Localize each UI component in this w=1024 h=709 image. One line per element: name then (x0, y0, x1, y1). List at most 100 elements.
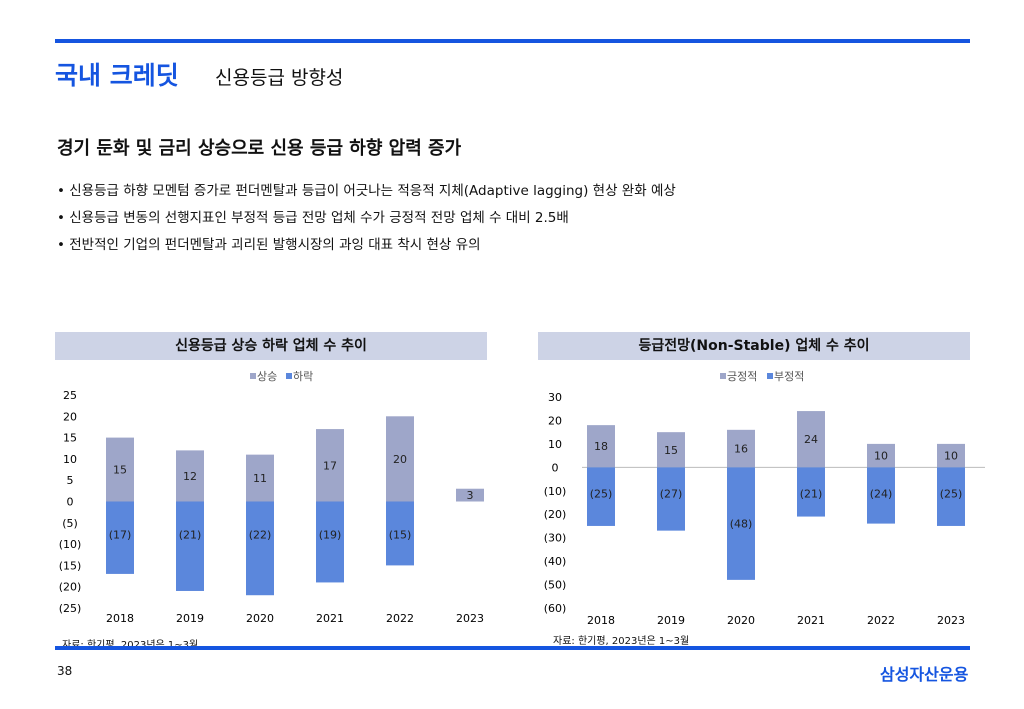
data-label: (21) (179, 529, 202, 542)
y-tick-label: 0 (552, 461, 559, 474)
bar-긍정적 (797, 411, 825, 468)
bullet-item: 신용등급 변동의 선행지표인 부정적 등급 전망 업체 수가 긍정적 전망 업체… (57, 205, 676, 232)
bullet-item: 신용등급 하향 모멘텀 증가로 펀더멘탈과 등급이 어긋나는 적응적 지체(Ad… (57, 178, 676, 205)
x-tick-label: 2022 (386, 612, 414, 625)
legend-label: 상승 (257, 370, 277, 383)
legend-label: 긍정적 (727, 370, 757, 383)
y-tick-label: (20) (59, 581, 82, 594)
legend-label: 부정적 (774, 370, 804, 383)
x-tick-label: 2023 (456, 612, 484, 625)
y-tick-label: 20 (548, 414, 562, 427)
bar-긍정적 (657, 432, 685, 468)
bar-하락 (106, 501, 134, 574)
y-tick-label: (40) (544, 555, 567, 568)
bar-부정적 (727, 467, 755, 580)
data-label: 16 (734, 443, 748, 456)
x-tick-label: 2018 (106, 612, 134, 625)
bar-상승 (456, 488, 484, 502)
y-tick-label: (10) (544, 485, 567, 498)
legend-label: 하락 (293, 369, 313, 383)
y-tick-label: 20 (63, 410, 77, 423)
bullet-item: 전반적인 기업의 펀더멘탈과 괴리된 발행시장의 과잉 대표 착시 현상 유의 (57, 232, 676, 259)
data-label: 10 (874, 450, 888, 463)
bar-부정적 (797, 467, 825, 517)
bar-긍정적 (937, 443, 965, 468)
bar-부정적 (657, 467, 685, 531)
y-tick-label: (50) (544, 579, 567, 592)
data-label: (19) (319, 529, 342, 542)
page-number: 38 (57, 664, 73, 678)
data-label: (24) (870, 487, 893, 500)
y-tick-label: 10 (548, 438, 562, 451)
chart1-title: 신용등급 상승 하락 업체 수 추이 (55, 332, 487, 360)
x-tick-label: 2020 (246, 612, 274, 625)
data-label: 12 (183, 470, 197, 483)
bar-긍정적 (727, 429, 755, 468)
data-label: (17) (109, 529, 132, 542)
bar-상승 (386, 416, 414, 502)
data-label: 20 (393, 453, 407, 466)
data-label: (25) (940, 487, 963, 500)
bar-긍정적 (867, 443, 895, 468)
top-rule (55, 39, 970, 43)
bar-부정적 (937, 467, 965, 526)
chart2-title: 등급전망(Non-Stable) 업체 수 추이 (538, 332, 970, 360)
bar-부정적 (587, 467, 615, 526)
y-tick-label: 15 (63, 432, 77, 445)
bar-상승 (246, 454, 274, 502)
x-tick-label: 2019 (657, 614, 685, 627)
bottom-rule (55, 646, 970, 650)
chart2-source: 자료: 한기평, 2023년은 1~3월 (553, 636, 690, 647)
data-label: (48) (730, 518, 753, 531)
y-tick-label: (20) (544, 508, 567, 521)
data-label: (27) (660, 487, 683, 500)
data-label: 18 (594, 440, 608, 453)
bar-상승 (316, 429, 344, 502)
data-label: (22) (249, 529, 272, 542)
bar-긍정적 (587, 425, 615, 468)
data-label: 10 (944, 450, 958, 463)
x-tick-label: 2021 (797, 614, 825, 627)
y-tick-label: (5) (62, 517, 78, 530)
y-tick-label: (60) (544, 602, 567, 615)
data-label: 3 (467, 489, 474, 502)
y-tick-label: (25) (59, 602, 82, 615)
section-title: 국내 크레딧 (55, 61, 179, 90)
y-tick-label: 10 (63, 453, 77, 466)
section-subtitle: 신용등급 방향성 (215, 67, 344, 89)
data-label: 17 (323, 459, 337, 472)
bar-하락 (246, 501, 274, 596)
x-tick-label: 2018 (587, 614, 615, 627)
data-label: 15 (664, 444, 678, 457)
y-tick-label: (30) (544, 532, 567, 545)
data-label: 24 (804, 433, 818, 446)
y-tick-label: 5 (67, 474, 74, 487)
data-label: (21) (800, 487, 823, 500)
legend-swatch (767, 373, 773, 379)
data-label: 15 (113, 464, 127, 477)
y-tick-label: (15) (59, 559, 82, 572)
y-tick-label: 0 (67, 496, 74, 509)
bar-부정적 (867, 467, 895, 524)
x-tick-label: 2021 (316, 612, 344, 625)
headline: 경기 둔화 및 금리 상승으로 신용 등급 하향 압력 증가 (57, 138, 462, 159)
y-tick-label: 25 (63, 389, 77, 402)
legend-swatch (250, 373, 256, 379)
legend-swatch (720, 373, 726, 379)
bullet-list: 신용등급 하향 모멘텀 증가로 펀더멘탈과 등급이 어긋나는 적응적 지체(Ad… (57, 178, 676, 259)
x-tick-label: 2023 (937, 614, 965, 627)
data-label: (25) (590, 487, 613, 500)
chart1-source: 자료: 한기평, 2023년은 1~3월 (62, 636, 198, 651)
data-label: (15) (389, 529, 412, 542)
bar-하락 (386, 501, 414, 566)
x-tick-label: 2020 (727, 614, 755, 627)
bar-상승 (176, 450, 204, 502)
bar-하락 (176, 501, 204, 591)
y-tick-label: (10) (59, 538, 82, 551)
brand-logo: 삼성자산운용 (880, 665, 969, 684)
legend-swatch (286, 373, 292, 379)
bar-상승 (106, 437, 134, 502)
y-tick-label: 30 (548, 391, 562, 404)
bar-하락 (316, 501, 344, 583)
